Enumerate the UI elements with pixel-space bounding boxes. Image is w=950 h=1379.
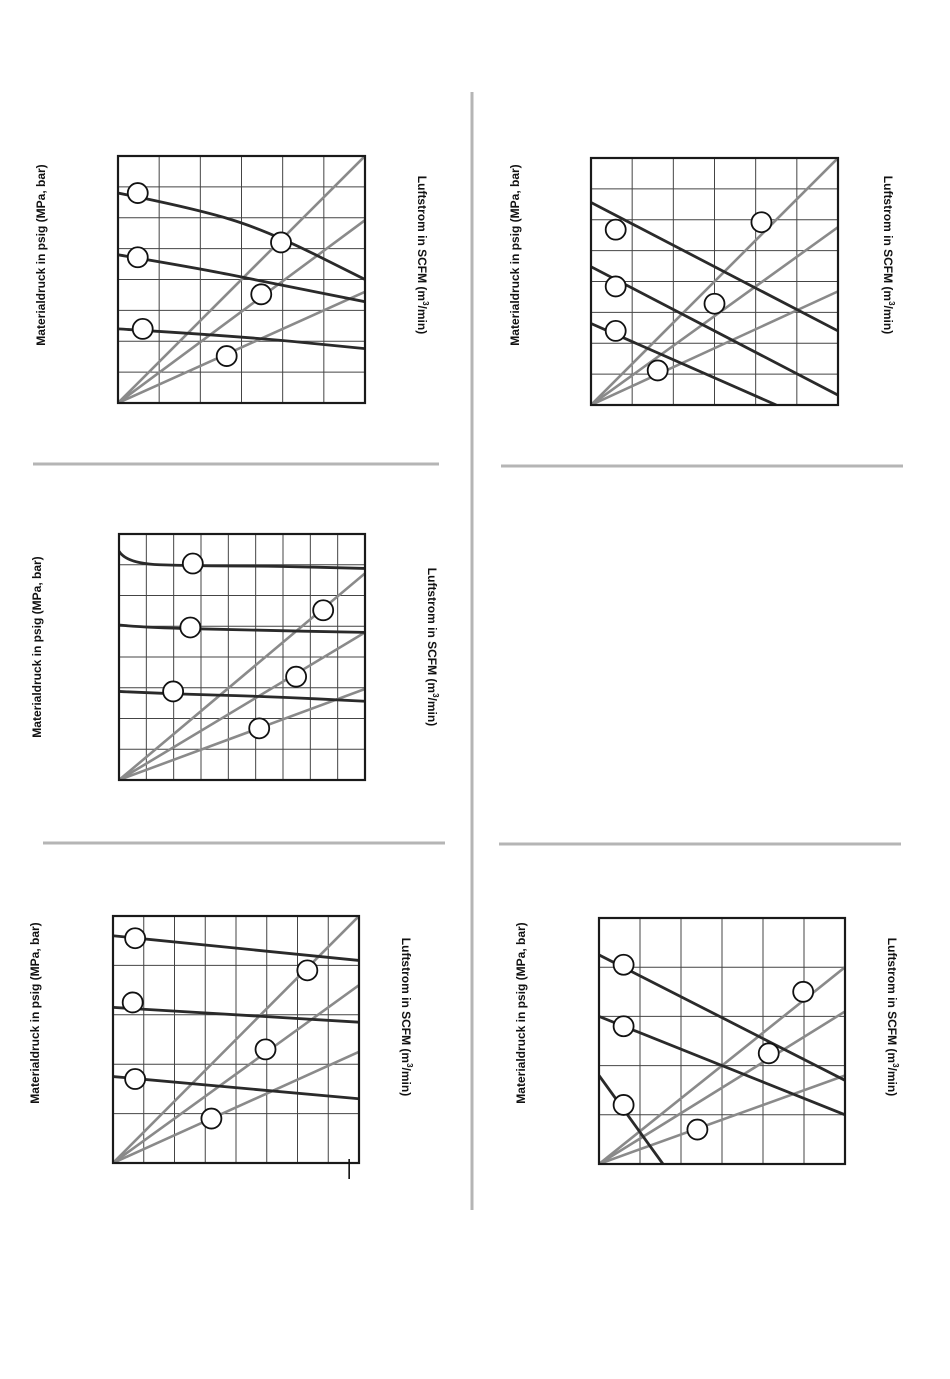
chart-1-curves [118, 156, 365, 403]
chart-5-fluid-curve [599, 1074, 665, 1164]
chart-5-x-axis-label: Luftstrom in SCFM (m3/min) [885, 938, 900, 1096]
chart-5-marker [757, 1042, 780, 1065]
chart-2-y-axis-label: Materialdruck in psig (MPa, bar) [508, 164, 522, 345]
chart-2-x-label-main: Luftstrom in SCFM (m [881, 176, 895, 301]
chart-1-frame [116, 154, 367, 405]
chart-1-x-label-tail: /min) [415, 306, 429, 335]
chart-5-frame [597, 916, 847, 1166]
chart-3-fluid-curve [119, 550, 365, 570]
chart-4-x-label-main: Luftstrom in SCFM (m [399, 938, 413, 1063]
chart-4-marker [200, 1107, 223, 1130]
chart-4-fluid-curve [113, 934, 359, 962]
chart-3-marker [181, 552, 204, 575]
chart-5-fluid-curve [599, 1015, 845, 1117]
chart-1-marker [126, 246, 149, 269]
chart-5-y-axis-label: Materialdruck in psig (MPa, bar) [514, 922, 528, 1103]
chart-5-x-label-tail: /min) [885, 1068, 899, 1097]
chart-3-marker [248, 717, 271, 740]
chart-2-marker [604, 319, 627, 342]
chart-2-plot [589, 156, 840, 407]
chart-5-marker [612, 1094, 635, 1116]
chart-2-marker [604, 218, 627, 241]
chart-2-marker [646, 359, 669, 382]
chart-4-curves [113, 916, 359, 1163]
chart-2-x-axis-label: Luftstrom in SCFM (m3/min) [881, 176, 896, 334]
chart-1-plot [116, 154, 367, 405]
chart-4-fluid-curve [113, 1075, 359, 1101]
chart-1-marker [126, 182, 149, 204]
chart-4-marker [124, 927, 147, 950]
chart-1-air-line [118, 290, 365, 403]
chart-4-marker [124, 1068, 147, 1090]
chart-4-frame [111, 914, 361, 1165]
chart-5-marker [792, 980, 815, 1003]
chart-2-marker [604, 275, 627, 298]
chart-5-plot [597, 916, 847, 1166]
chart-3-x-label-tail: /min) [425, 698, 439, 727]
chart-5-marker [612, 1015, 635, 1038]
chart-1-y-axis-label: Materialdruck in psig (MPa, bar) [34, 164, 48, 345]
chart-5-marker [612, 953, 635, 976]
chart-2-curves [591, 158, 838, 405]
chart-2-fluid-curve [591, 201, 838, 333]
chart-3-y-axis-label: Materialdruck in psig (MPa, bar) [30, 556, 44, 737]
chart-1-fluid-curve [118, 253, 365, 304]
chart-2-frame [589, 156, 840, 407]
chart-4-marker [254, 1038, 277, 1061]
chart-3-marker [312, 599, 335, 622]
chart-1-marker [270, 231, 292, 254]
chart-2: Materialdruck in psig (MPa, bar) Luftstr… [508, 156, 896, 407]
chart-3-air-line [119, 631, 365, 780]
chart-1-x-label-sup: 3 [421, 301, 430, 306]
chart-2-fluid-curve [591, 265, 838, 397]
chart-3-frame [117, 532, 367, 782]
chart-1-fluid-curve [118, 191, 365, 281]
chart-2-air-line [591, 226, 838, 405]
chart-1: Materialdruck in psig (MPa, bar) Luftstr… [34, 154, 430, 405]
chart-2-x-label-tail: /min) [881, 306, 895, 335]
chart-4-plot [111, 914, 361, 1179]
chart-3-marker [285, 665, 308, 688]
chart-5-marker [686, 1118, 709, 1141]
chart-4-marker [121, 991, 144, 1014]
chart-3-x-label-sup: 3 [431, 693, 440, 698]
chart-1-x-label-main: Luftstrom in SCFM (m [415, 176, 429, 301]
chart-5-air-line [599, 1010, 845, 1164]
chart-3-air-line [119, 687, 365, 780]
chart-5-x-label-main: Luftstrom in SCFM (m [885, 938, 899, 1063]
chart-4-x-axis-label: Luftstrom in SCFM (m3/min) [399, 938, 414, 1096]
chart-5-air-line [599, 1074, 845, 1164]
chart-4-y-axis-label: Materialdruck in psig (MPa, bar) [28, 922, 42, 1103]
chart-3-x-axis-label: Luftstrom in SCFM (m3/min) [425, 568, 440, 726]
chart-2-x-label-sup: 3 [887, 301, 896, 306]
chart-3-fluid-curve [119, 690, 365, 703]
chart-2-marker [703, 292, 726, 315]
chart-2-marker [750, 211, 773, 234]
chart-3-plot [117, 532, 367, 782]
chart-4-air-line [113, 1050, 359, 1163]
chart-5-x-label-sup: 3 [891, 1063, 900, 1068]
chart-1-air-line [118, 219, 365, 403]
chart-4-x-label-sup: 3 [405, 1063, 414, 1068]
chart-4-fluid-curve [113, 1005, 359, 1024]
chart-2-air-line [591, 158, 838, 405]
chart-5-curves [599, 953, 845, 1164]
chart-3-curves [119, 550, 365, 780]
chart-1-air-line [118, 156, 365, 403]
chart-4-air-line [113, 984, 359, 1163]
chart-1-marker [250, 283, 273, 306]
chart-1-marker [215, 345, 238, 367]
chart-1-x-axis-label: Luftstrom in SCFM (m3/min) [415, 176, 430, 334]
chart-1-marker [131, 317, 154, 340]
chart-4-marker [296, 959, 319, 982]
chart-3-marker [179, 616, 202, 639]
chart-3-marker [162, 680, 185, 703]
chart-5: Materialdruck in psig (MPa, bar) Luftstr… [514, 916, 900, 1166]
chart-4-x-label-tail: /min) [399, 1068, 413, 1097]
chart-3-x-label-main: Luftstrom in SCFM (m [425, 568, 439, 693]
chart-4: Materialdruck in psig (MPa, bar) Luftstr… [28, 914, 414, 1179]
chart-3: Materialdruck in psig (MPa, bar) Luftstr… [30, 532, 440, 782]
chart-5-fluid-curve [599, 953, 845, 1082]
